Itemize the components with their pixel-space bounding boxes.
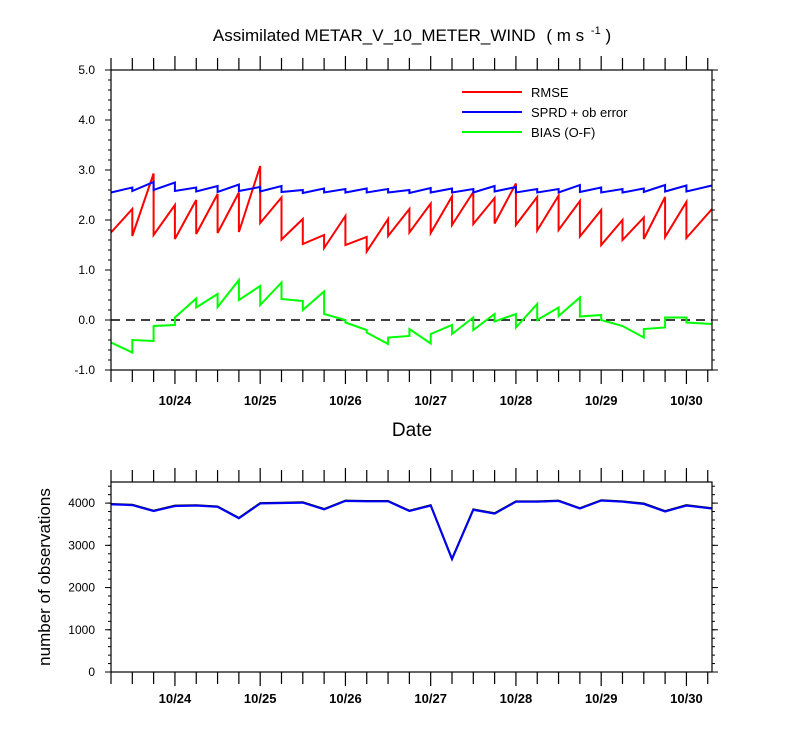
stats-panel: -1.0 0.0 1.0 2.0 3.0 4.0 5.0 10/24 10/25 10/26 10/… (74, 56, 718, 408)
x-tick-label: 10/27 (414, 393, 447, 408)
x-tick-label: 10/28 (500, 393, 533, 408)
y-tick-label: 2000 (68, 581, 95, 595)
series-line-sprd-ob-error (110, 180, 713, 195)
x-tick-label: 10/30 (670, 393, 703, 408)
y-tick-label: -1.0 (74, 363, 95, 377)
y-tick-label: 0 (88, 665, 95, 679)
x-tick-label: 10/30 (670, 691, 703, 706)
x-axis-label: Date (392, 420, 432, 441)
y-tick-label: 4000 (68, 496, 95, 510)
y-tick-label: 0.0 (78, 313, 95, 327)
y-tick-label: 5.0 (78, 63, 95, 77)
y-tick-label: 3000 (68, 538, 95, 552)
legend-label-bias-o-f: BIAS (O-F) (531, 125, 595, 140)
stats-ticks-group: -1.0 0.0 1.0 2.0 3.0 4.0 5.0 10/24 10/25 10/26 10/… (74, 56, 718, 408)
legend-label-sprd-ob-error: SPRD + ob error (531, 105, 628, 120)
chart-title-text: Assimilated METAR_V_10_METER_WIND (213, 26, 536, 45)
x-tick-label: 10/27 (414, 691, 447, 706)
legend: RMSE SPRD + ob error BIAS (O-F) (462, 85, 628, 140)
x-tick-label: 10/29 (585, 691, 618, 706)
x-tick-label: 10/26 (329, 691, 362, 706)
y-tick-label: 1000 (68, 623, 95, 637)
x-tick-label: 10/24 (159, 393, 192, 408)
y-tick-label: 1.0 (78, 263, 95, 277)
x-tick-label: 10/25 (244, 393, 277, 408)
x-tick-label: 10/24 (159, 691, 192, 706)
chart-title-units-sup: -1 (591, 25, 601, 37)
x-tick-label: 10/25 (244, 691, 277, 706)
observations-panel: 0 1000 2000 3000 4000 10/24 10/25 10/26 10/27 10/… (68, 468, 718, 706)
y-axis-label-observations: number of observations (35, 488, 54, 666)
chart-title: Assimilated METAR_V_10_METER_WIND ( m s … (213, 19, 611, 45)
series-line-rmse (110, 165, 713, 255)
series-line-assimilated (110, 499, 713, 562)
observations-plot-frame (110, 481, 713, 673)
observations-series-group (110, 499, 713, 562)
x-tick-label: 10/26 (329, 393, 362, 408)
series-line-bias-o-f (110, 277, 713, 355)
x-tick-label: 10/29 (585, 393, 618, 408)
legend-label-rmse: RMSE (531, 85, 569, 100)
chart-title-units-close: ) (605, 26, 611, 45)
y-tick-label: 2.0 (78, 213, 95, 227)
chart-title-units: ( m s (546, 26, 584, 45)
stats-plot-frame (110, 69, 713, 371)
series-line-possible (110, 499, 713, 562)
y-tick-label: 4.0 (78, 113, 95, 127)
observations-ticks-group: 0 1000 2000 3000 4000 10/24 10/25 10/26 10/27 10/… (68, 468, 718, 706)
stats-series-group (110, 165, 713, 355)
y-tick-label: 3.0 (78, 163, 95, 177)
x-tick-label: 10/28 (500, 691, 533, 706)
